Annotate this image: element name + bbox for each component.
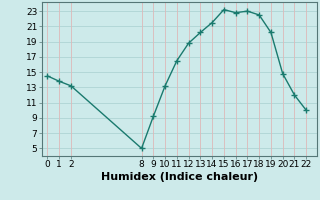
X-axis label: Humidex (Indice chaleur): Humidex (Indice chaleur) — [100, 172, 258, 182]
